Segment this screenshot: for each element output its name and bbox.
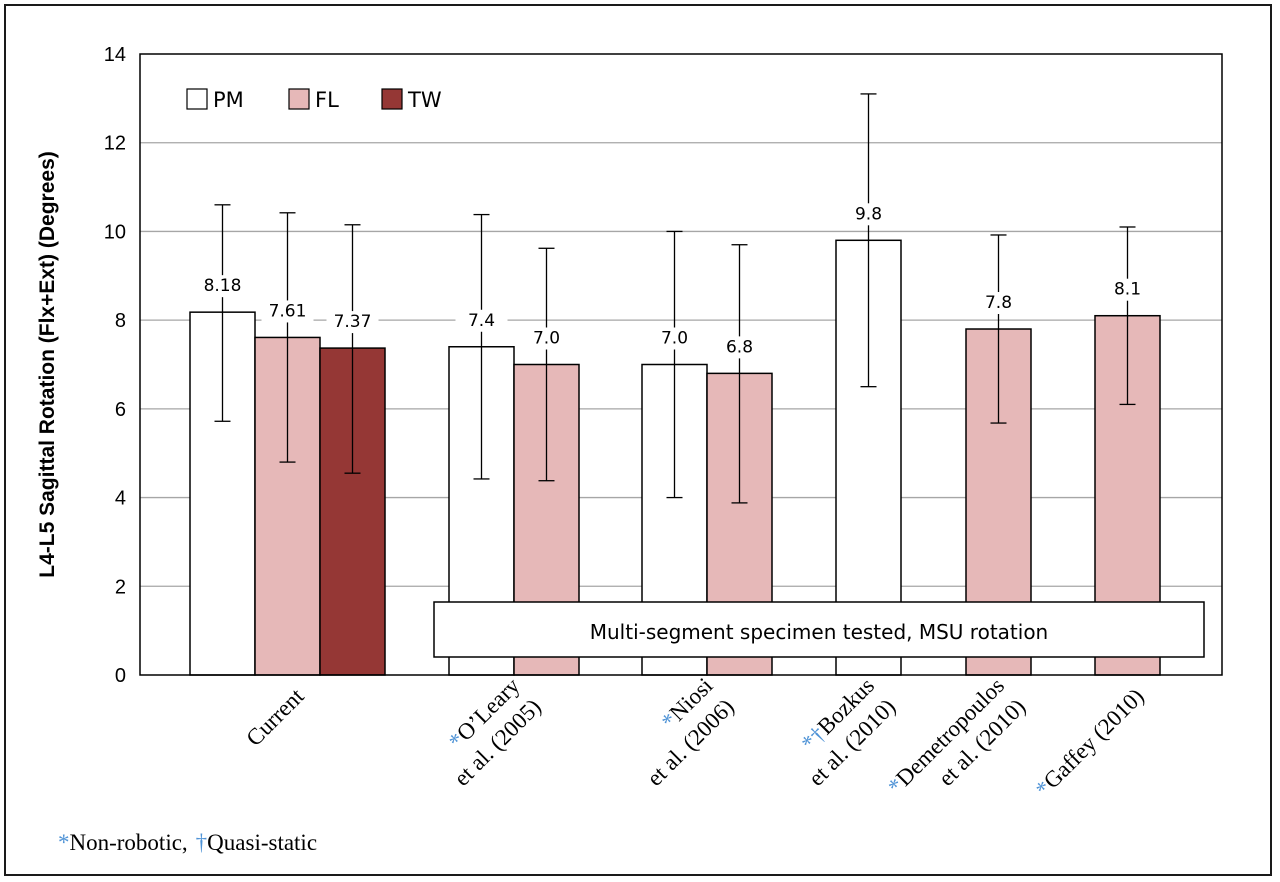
y-tick-4: 4 bbox=[115, 488, 126, 510]
category-label-3: *†Bozkuset al. (2010) bbox=[782, 673, 900, 791]
plot-area-border bbox=[139, 53, 1223, 676]
y-tick-8: 8 bbox=[115, 310, 126, 332]
data-label-3-PM: 9.8 bbox=[855, 204, 882, 224]
category-line-5-0: *Gaffey (2010) bbox=[1031, 684, 1149, 802]
legend-swatch-TW bbox=[381, 88, 403, 110]
data-label-bg-0-FL bbox=[261, 300, 314, 323]
y-tick-0: 0 bbox=[115, 665, 126, 687]
footnote-mark-1: * bbox=[58, 830, 70, 855]
data-label-bg-4-FL bbox=[972, 292, 1025, 315]
annotation-box-frame bbox=[433, 601, 1205, 658]
data-label-bg-2-PM bbox=[648, 327, 701, 350]
data-label-bg-5-FL bbox=[1101, 278, 1154, 301]
footnote-mark-2: † bbox=[196, 830, 208, 855]
data-label-0-PM: 8.18 bbox=[204, 276, 242, 296]
y-tick-12: 12 bbox=[104, 133, 126, 155]
data-label-2-FL: 6.8 bbox=[726, 337, 753, 357]
data-label-bg-1-FL bbox=[520, 327, 573, 350]
category-text-0-0: Current bbox=[241, 683, 309, 751]
data-label-2-PM: 7.0 bbox=[661, 329, 688, 349]
data-label-bg-0-TW bbox=[326, 311, 379, 334]
legend-swatch-FL bbox=[288, 88, 310, 110]
footnote-text-2: Quasi-static bbox=[207, 830, 317, 855]
category-labels: Current *O’Learyet al. (2005) *Niosiet al.… bbox=[241, 673, 1149, 820]
data-label-4-FL: 7.8 bbox=[985, 293, 1012, 313]
legend-label-PM: PM bbox=[213, 88, 244, 112]
y-tick-14: 14 bbox=[104, 44, 126, 66]
category-label-4: *Demetropouloset al. (2010) bbox=[883, 673, 1030, 820]
data-label-1-FL: 7.0 bbox=[533, 329, 560, 349]
y-tick-labels: 0 2 4 6 8 10 12 14 bbox=[104, 44, 126, 687]
data-label-bg-0-PM bbox=[196, 275, 249, 298]
data-label-5-FL: 8.1 bbox=[1114, 280, 1141, 300]
legend-swatch-PM bbox=[186, 88, 208, 110]
category-label-5: *Gaffey (2010) bbox=[1031, 684, 1149, 802]
footnote: *Non-robotic, †Quasi-static bbox=[58, 830, 317, 855]
error-bars-layer bbox=[214, 93, 1136, 504]
y-tick-6: 6 bbox=[115, 399, 126, 421]
data-label-1-PM: 7.4 bbox=[468, 311, 495, 331]
legend: PM FL TW bbox=[186, 88, 442, 112]
data-labels-layer: 8.18 7.61 7.37 7.4 7.0 7.0 6.8 9.8 7.8 8.1 bbox=[196, 203, 1154, 359]
legend-label-TW: TW bbox=[407, 88, 442, 112]
category-text-5-0: Gaffey (2010) bbox=[1039, 684, 1149, 794]
y-axis-label: L4-L5 Sagittal Rotation (Flx+Ext) (Degre… bbox=[36, 151, 59, 577]
category-label-2: *Niosiet al. (2006) bbox=[621, 673, 739, 791]
category-line-0-0: Current bbox=[241, 683, 309, 751]
category-label-1: *O’Learyet al. (2005) bbox=[428, 673, 546, 791]
data-label-0-FL: 7.61 bbox=[269, 301, 307, 321]
data-label-0-TW: 7.37 bbox=[334, 312, 372, 332]
annotation-box: Multi-segment specimen tested, MSU rotat… bbox=[433, 601, 1205, 658]
data-label-bg-1-PM bbox=[455, 309, 508, 332]
footnote-text: *Non-robotic, †Quasi-static bbox=[58, 830, 317, 855]
data-label-bg-3-PM bbox=[842, 203, 895, 226]
footnote-text-1: Non-robotic, bbox=[70, 830, 188, 855]
y-tick-10: 10 bbox=[104, 221, 126, 243]
annotation-text: Multi-segment specimen tested, MSU rotat… bbox=[590, 620, 1048, 644]
category-label-0: Current bbox=[241, 683, 309, 751]
figure-frame bbox=[4, 4, 1272, 876]
y-tick-2: 2 bbox=[115, 576, 126, 598]
legend-label-FL: FL bbox=[315, 88, 339, 112]
data-label-bg-2-FL bbox=[713, 336, 766, 359]
